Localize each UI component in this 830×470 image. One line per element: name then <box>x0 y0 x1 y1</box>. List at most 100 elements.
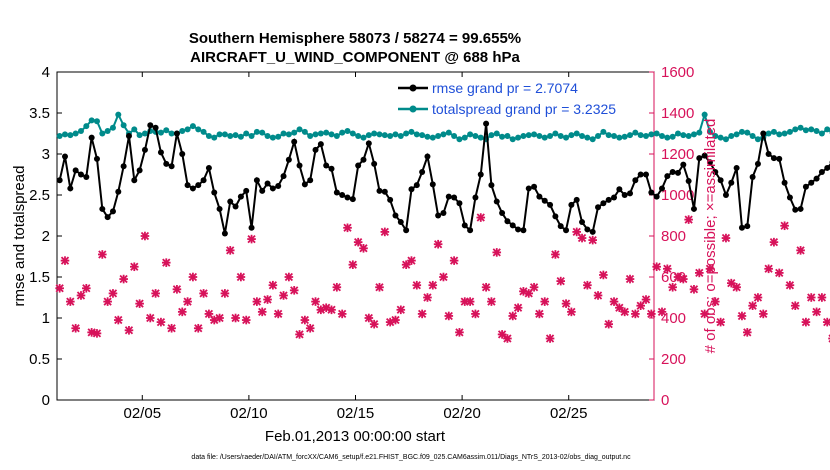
rmse-point <box>392 212 399 219</box>
obs-count-point <box>82 283 91 293</box>
totalspread-point <box>280 130 287 137</box>
rmse-point <box>312 146 319 153</box>
obs-count-point <box>487 297 496 306</box>
rmse-point <box>435 212 442 219</box>
totalspread-point <box>451 132 458 139</box>
totalspread-point <box>301 128 308 135</box>
totalspread-point <box>419 132 426 139</box>
totalspread-point <box>136 132 143 139</box>
totalspread-point <box>387 132 394 139</box>
totalspread-point <box>637 132 644 139</box>
chart-title-line2: AIRCRAFT_U_WIND_COMPONENT @ 688 hPa <box>190 49 520 66</box>
totalspread-point <box>786 128 793 135</box>
rmse-point <box>227 198 234 205</box>
totalspread-point <box>765 130 772 137</box>
obs-count-point <box>599 270 608 280</box>
totalspread-point <box>344 128 351 135</box>
totalspread-point <box>328 131 335 138</box>
rmse-point <box>291 138 298 145</box>
totalspread-point <box>323 129 330 136</box>
totalspread-point <box>712 132 719 139</box>
rmse-point <box>77 171 84 178</box>
obs-count-point <box>225 246 235 255</box>
totalspread-point <box>557 132 564 139</box>
rmse-point <box>131 177 138 184</box>
totalspread-point <box>770 128 777 135</box>
rmse-point <box>445 193 452 200</box>
rmse-point <box>301 181 308 188</box>
totalspread-point <box>296 126 303 133</box>
obs-count-point <box>588 235 598 245</box>
y-right-tick-label: 800 <box>661 228 686 245</box>
totalspread-point <box>728 132 735 139</box>
rmse-point <box>136 167 143 174</box>
totalspread-point <box>792 126 799 133</box>
obs-count-point <box>822 317 830 327</box>
rmse-point <box>797 205 804 212</box>
obs-count-point <box>742 328 752 337</box>
rmse-point <box>317 141 324 148</box>
rmse-point <box>568 201 575 208</box>
x-tick-label: 02/05 <box>124 405 162 422</box>
rmse-point <box>701 152 708 159</box>
obs-count-point <box>705 264 715 274</box>
totalspread-point <box>754 136 761 143</box>
totalspread-point <box>163 127 170 134</box>
rmse-point <box>706 159 713 166</box>
totalspread-point <box>392 131 399 138</box>
obs-count-point <box>305 323 315 333</box>
rmse-point <box>467 227 474 234</box>
totalspread-point <box>621 133 628 140</box>
totalspread-point <box>211 134 218 141</box>
totalspread-point <box>467 131 474 138</box>
obs-count-point <box>796 246 805 255</box>
totalspread-point <box>360 134 367 141</box>
legend-rmse-label: rmse grand pr = 2.7074 <box>432 80 578 96</box>
obs-count-point <box>71 323 80 333</box>
totalspread-point <box>104 128 111 135</box>
rmse-point <box>611 194 618 201</box>
totalspread-point <box>381 132 388 139</box>
totalspread-point <box>808 126 815 133</box>
totalspread-point <box>488 132 495 139</box>
totalspread-point <box>643 132 650 139</box>
rmse-point <box>221 230 228 237</box>
obs-count-point <box>199 289 208 298</box>
obs-count-point <box>556 276 566 286</box>
obs-count-point <box>417 309 427 319</box>
obs-count-point <box>551 250 560 259</box>
obs-count-point <box>289 286 299 295</box>
rmse-point <box>579 219 586 226</box>
rmse-point <box>808 179 815 186</box>
totalspread-point <box>184 126 191 133</box>
totalspread-point <box>531 131 538 138</box>
totalspread-point <box>440 131 447 138</box>
totalspread-point <box>339 129 346 136</box>
rmse-point <box>61 153 68 160</box>
totalspread-point <box>264 132 271 139</box>
rmse-point <box>477 171 484 178</box>
obs-count-point <box>177 307 187 317</box>
rmse-point <box>360 156 367 163</box>
obs-count-point <box>124 326 134 335</box>
rmse-point <box>365 140 372 147</box>
obs-count-point <box>700 309 709 319</box>
totalspread-point <box>408 128 415 135</box>
rmse-point <box>371 160 378 167</box>
rmse-point <box>211 189 218 196</box>
rmse-point <box>413 182 420 189</box>
rmse-point <box>424 153 431 160</box>
obs-count-point <box>503 334 512 343</box>
totalspread-point <box>200 128 207 135</box>
totalspread-point <box>99 130 106 137</box>
totalspread-point <box>243 130 250 137</box>
obs-count-point <box>188 272 198 282</box>
totalspread-point <box>701 111 708 118</box>
totalspread-point <box>371 130 378 137</box>
totalspread-point <box>696 129 703 136</box>
obs-count-point <box>98 250 107 259</box>
obs-count-point <box>135 299 144 308</box>
obs-count-point <box>780 221 789 231</box>
obs-count-point <box>567 307 576 317</box>
rmse-point <box>195 182 202 189</box>
